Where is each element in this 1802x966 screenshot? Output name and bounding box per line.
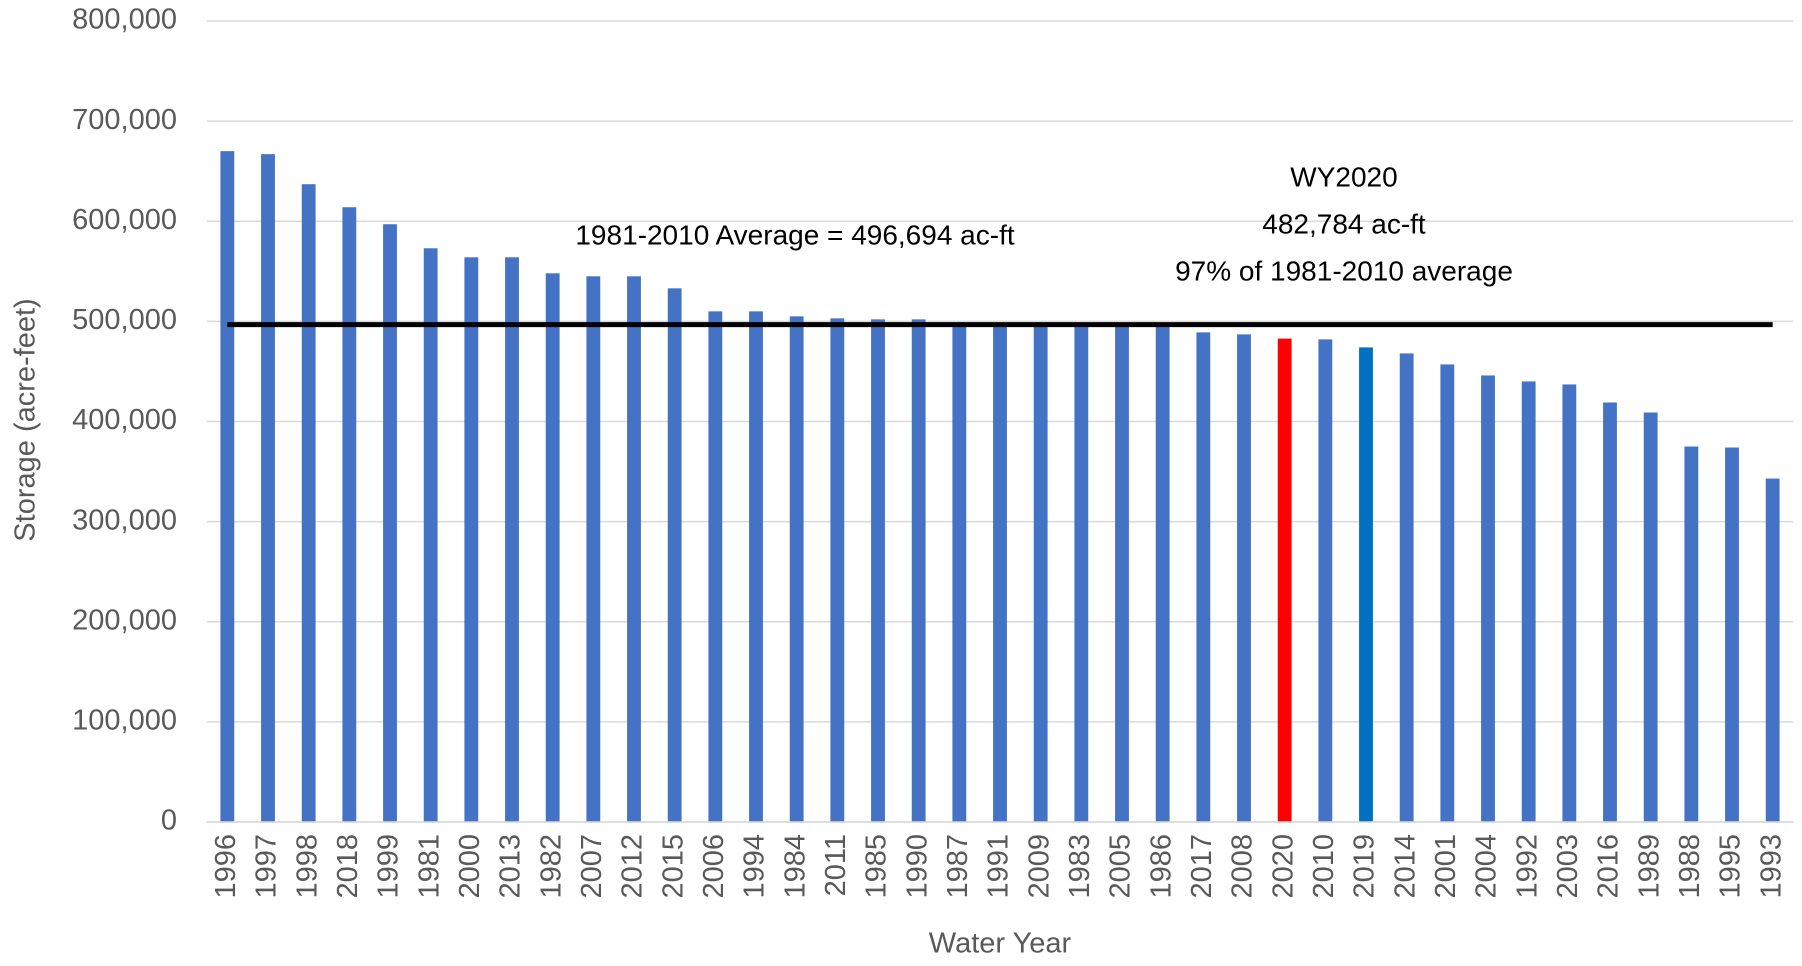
bar: [1440, 364, 1455, 822]
x-tick-label: 2006: [698, 834, 730, 899]
x-tick-label: 2012: [617, 834, 649, 899]
x-tick-label: 1985: [861, 834, 893, 899]
x-tick-label: 2008: [1227, 834, 1259, 899]
x-tick-label: 2017: [1186, 834, 1218, 899]
bar: [586, 276, 601, 823]
bar: [301, 184, 316, 823]
bar: [1562, 384, 1577, 822]
x-tick-label: 1989: [1633, 834, 1665, 899]
y-tick-label: 300,000: [72, 504, 177, 536]
x-tick-label: 1990: [901, 834, 933, 899]
bar: [1765, 478, 1780, 822]
x-tick-label: 2013: [495, 834, 527, 899]
x-tick-label: 1988: [1674, 834, 1706, 899]
x-tick-label: 1983: [1064, 834, 1096, 899]
bar: [1481, 375, 1495, 822]
bar: [1684, 446, 1699, 822]
x-tick-label: 1987: [942, 834, 974, 899]
bar: [383, 224, 397, 822]
bar: [871, 319, 885, 822]
x-axis-title: Water Year: [929, 928, 1072, 960]
bar: [993, 324, 1007, 822]
x-tick-label: 1998: [291, 834, 323, 899]
x-tick-label: 2007: [576, 834, 608, 899]
x-tick-label: 2004: [1471, 834, 1503, 899]
x-tick-label: 1984: [779, 834, 811, 899]
x-tick-label: 1986: [1145, 834, 1177, 899]
bar: [1033, 324, 1048, 822]
annotation: 482,784 ac-ft: [1262, 208, 1426, 239]
x-tick-label: 2003: [1552, 834, 1584, 899]
bar: [1115, 325, 1129, 822]
bar: [1155, 326, 1170, 822]
bar: [1521, 381, 1536, 822]
bar: [505, 257, 519, 822]
annotation: 97% of 1981-2010 average: [1175, 255, 1513, 286]
bar: [1196, 332, 1211, 822]
y-axis-title: Storage (acre-feet): [10, 298, 42, 541]
x-tick-label: 1982: [535, 834, 567, 899]
bar: [667, 288, 682, 822]
bar: [423, 248, 438, 822]
y-tick-label: 800,000: [72, 4, 177, 36]
x-tick-label: 1991: [983, 834, 1015, 899]
bar: [545, 273, 560, 822]
bar: [911, 319, 926, 822]
x-tick-label: 2015: [657, 834, 689, 899]
x-tick-label: 1995: [1715, 834, 1747, 899]
bar: [1603, 402, 1617, 822]
x-tick-label: 2020: [1267, 834, 1299, 899]
bar: [1725, 447, 1739, 822]
bar: [627, 276, 641, 823]
x-tick-label: 1992: [1511, 834, 1543, 899]
x-tick-label: 2018: [332, 834, 364, 899]
x-tick-label: 1993: [1755, 834, 1787, 899]
y-tick-label: 0: [161, 805, 177, 837]
x-tick-label: 2005: [1105, 834, 1137, 899]
bar: [261, 154, 275, 822]
x-tick-label: 1994: [739, 834, 771, 899]
x-tick-label: 2011: [820, 834, 852, 896]
x-tick-label: 1999: [373, 834, 405, 899]
bar: [1643, 412, 1658, 822]
x-tick-label: 2000: [454, 834, 486, 899]
bar: [708, 311, 723, 822]
bar: [1399, 353, 1414, 822]
y-tick-label: 700,000: [72, 104, 177, 136]
x-tick-label: 2010: [1308, 834, 1340, 899]
annotation: WY2020: [1290, 161, 1397, 192]
x-tick-label: 2009: [1023, 834, 1055, 899]
bar: [1237, 334, 1251, 822]
y-tick-label: 600,000: [72, 204, 177, 236]
y-tick-label: 500,000: [72, 304, 177, 336]
bar: [1277, 338, 1292, 822]
bar: [1359, 347, 1373, 822]
average-label: 1981-2010 Average = 496,694 ac-ft: [575, 219, 1014, 250]
y-tick-label: 200,000: [72, 604, 177, 636]
bar: [342, 207, 357, 823]
x-tick-label: 2001: [1430, 834, 1462, 899]
y-tick-label: 400,000: [72, 404, 177, 436]
bar: [1074, 325, 1089, 822]
bar: [220, 151, 235, 823]
y-tick-label: 100,000: [72, 705, 177, 737]
x-tick-label: 1981: [413, 834, 445, 899]
bar: [749, 311, 763, 822]
x-tick-label: 2014: [1389, 834, 1421, 899]
bar: [952, 323, 967, 822]
x-tick-label: 2016: [1593, 834, 1625, 899]
x-tick-label: 2019: [1349, 834, 1381, 899]
x-tick-label: 1996: [210, 834, 242, 899]
bar: [1318, 339, 1333, 822]
bar: [830, 318, 845, 822]
bar: [789, 316, 804, 822]
bar: [464, 257, 479, 822]
x-tick-label: 1997: [251, 834, 283, 899]
